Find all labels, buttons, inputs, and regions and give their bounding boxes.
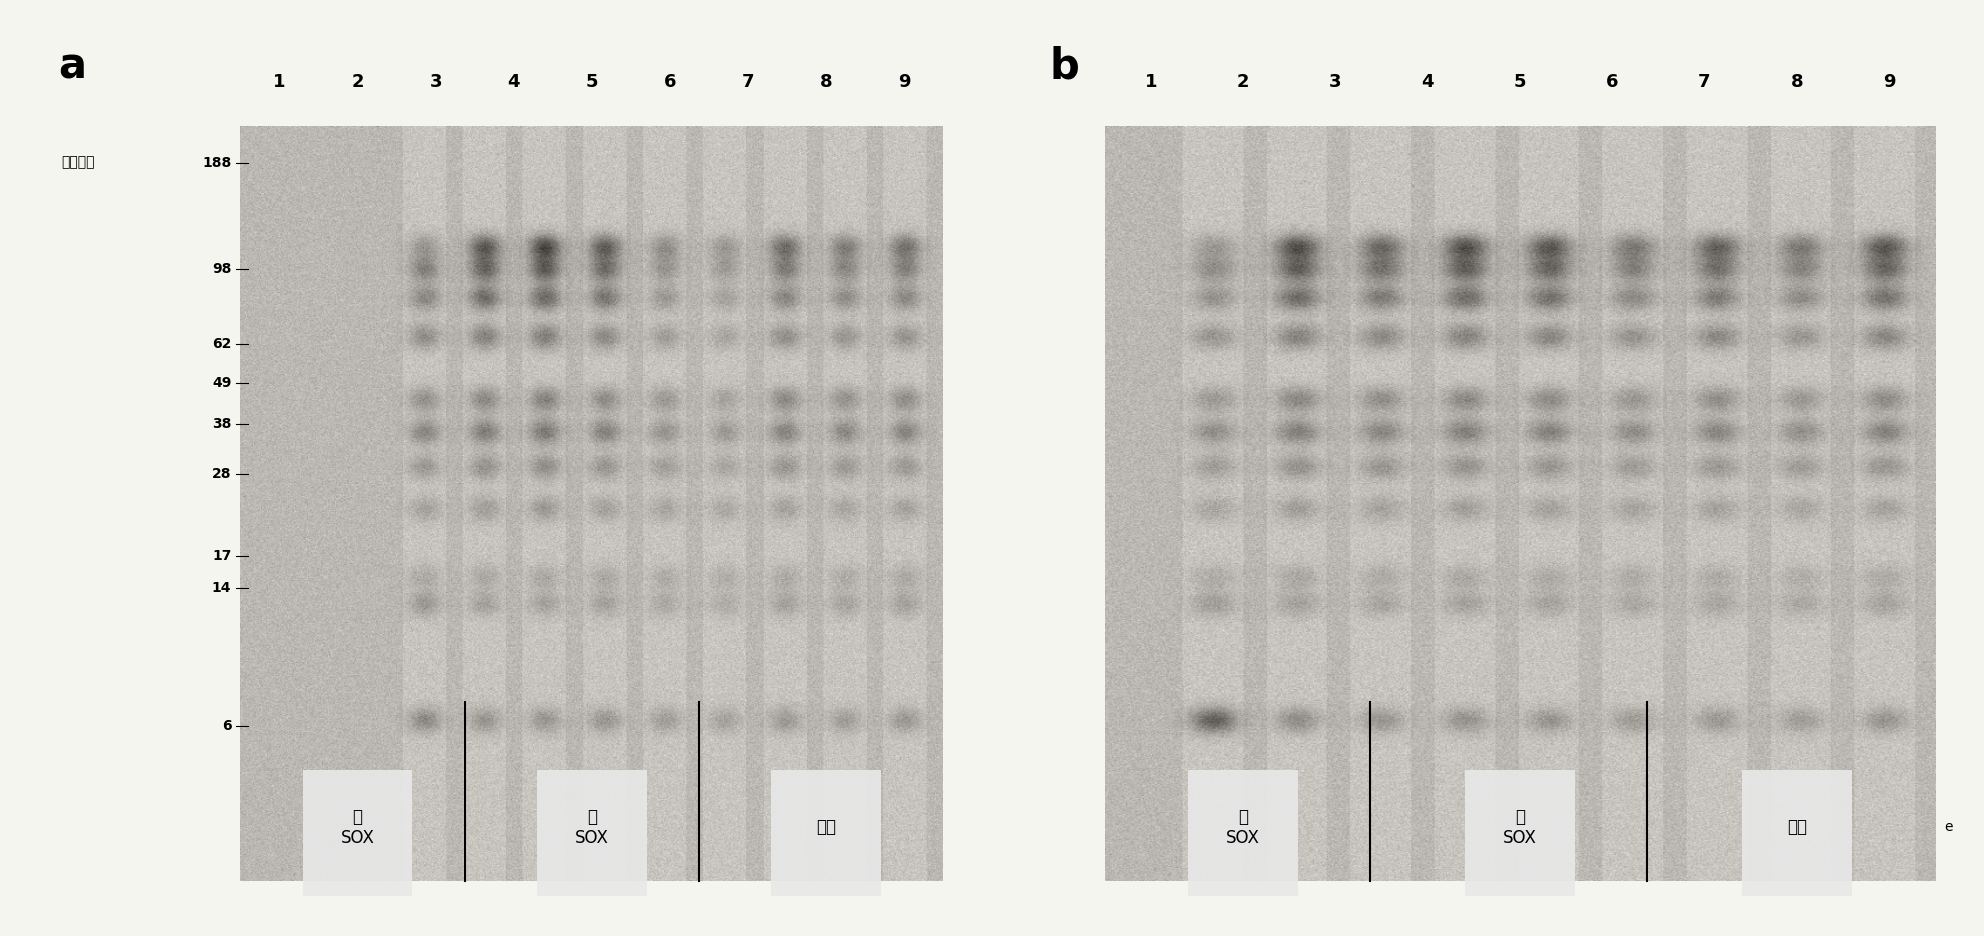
Text: 参照: 参照: [815, 818, 835, 837]
Text: 14: 14: [212, 580, 232, 594]
Text: 低
SOX: 低 SOX: [1504, 808, 1538, 847]
Text: 8: 8: [819, 73, 833, 91]
Text: 28: 28: [212, 467, 232, 481]
FancyBboxPatch shape: [1742, 770, 1851, 896]
Text: 1: 1: [274, 73, 286, 91]
Text: 3: 3: [1329, 73, 1341, 91]
Text: 肌球蛋白: 肌球蛋白: [62, 155, 95, 169]
Text: 6: 6: [222, 720, 232, 734]
Text: 6: 6: [665, 73, 677, 91]
Bar: [1105, 126, 1934, 882]
Text: 高
SOX: 高 SOX: [1226, 808, 1260, 847]
Text: 6: 6: [1605, 73, 1619, 91]
Text: 7: 7: [742, 73, 754, 91]
Text: 2: 2: [351, 73, 363, 91]
Bar: [240, 126, 942, 882]
Text: 低
SOX: 低 SOX: [575, 808, 609, 847]
Text: 7: 7: [1698, 73, 1710, 91]
Text: 38: 38: [212, 417, 232, 431]
Text: 4: 4: [1421, 73, 1434, 91]
FancyBboxPatch shape: [538, 770, 647, 896]
Text: 参照: 参照: [1788, 818, 1807, 837]
Text: 2: 2: [1236, 73, 1250, 91]
Text: 188: 188: [202, 155, 232, 169]
FancyBboxPatch shape: [772, 770, 881, 896]
Text: 5: 5: [1514, 73, 1526, 91]
Text: 49: 49: [212, 375, 232, 389]
Text: b: b: [1050, 46, 1079, 88]
Text: 9: 9: [899, 73, 911, 91]
Text: 5: 5: [585, 73, 597, 91]
Text: 3: 3: [429, 73, 442, 91]
Text: 8: 8: [1790, 73, 1803, 91]
Text: a: a: [58, 46, 85, 88]
Text: e: e: [1944, 821, 1952, 834]
FancyBboxPatch shape: [1464, 770, 1575, 896]
Text: 4: 4: [508, 73, 520, 91]
Text: 17: 17: [212, 549, 232, 563]
Text: 62: 62: [212, 337, 232, 351]
FancyBboxPatch shape: [1188, 770, 1298, 896]
FancyBboxPatch shape: [304, 770, 413, 896]
Text: 高
SOX: 高 SOX: [341, 808, 375, 847]
Text: 1: 1: [1145, 73, 1157, 91]
Text: 98: 98: [212, 262, 232, 276]
Text: 9: 9: [1883, 73, 1895, 91]
